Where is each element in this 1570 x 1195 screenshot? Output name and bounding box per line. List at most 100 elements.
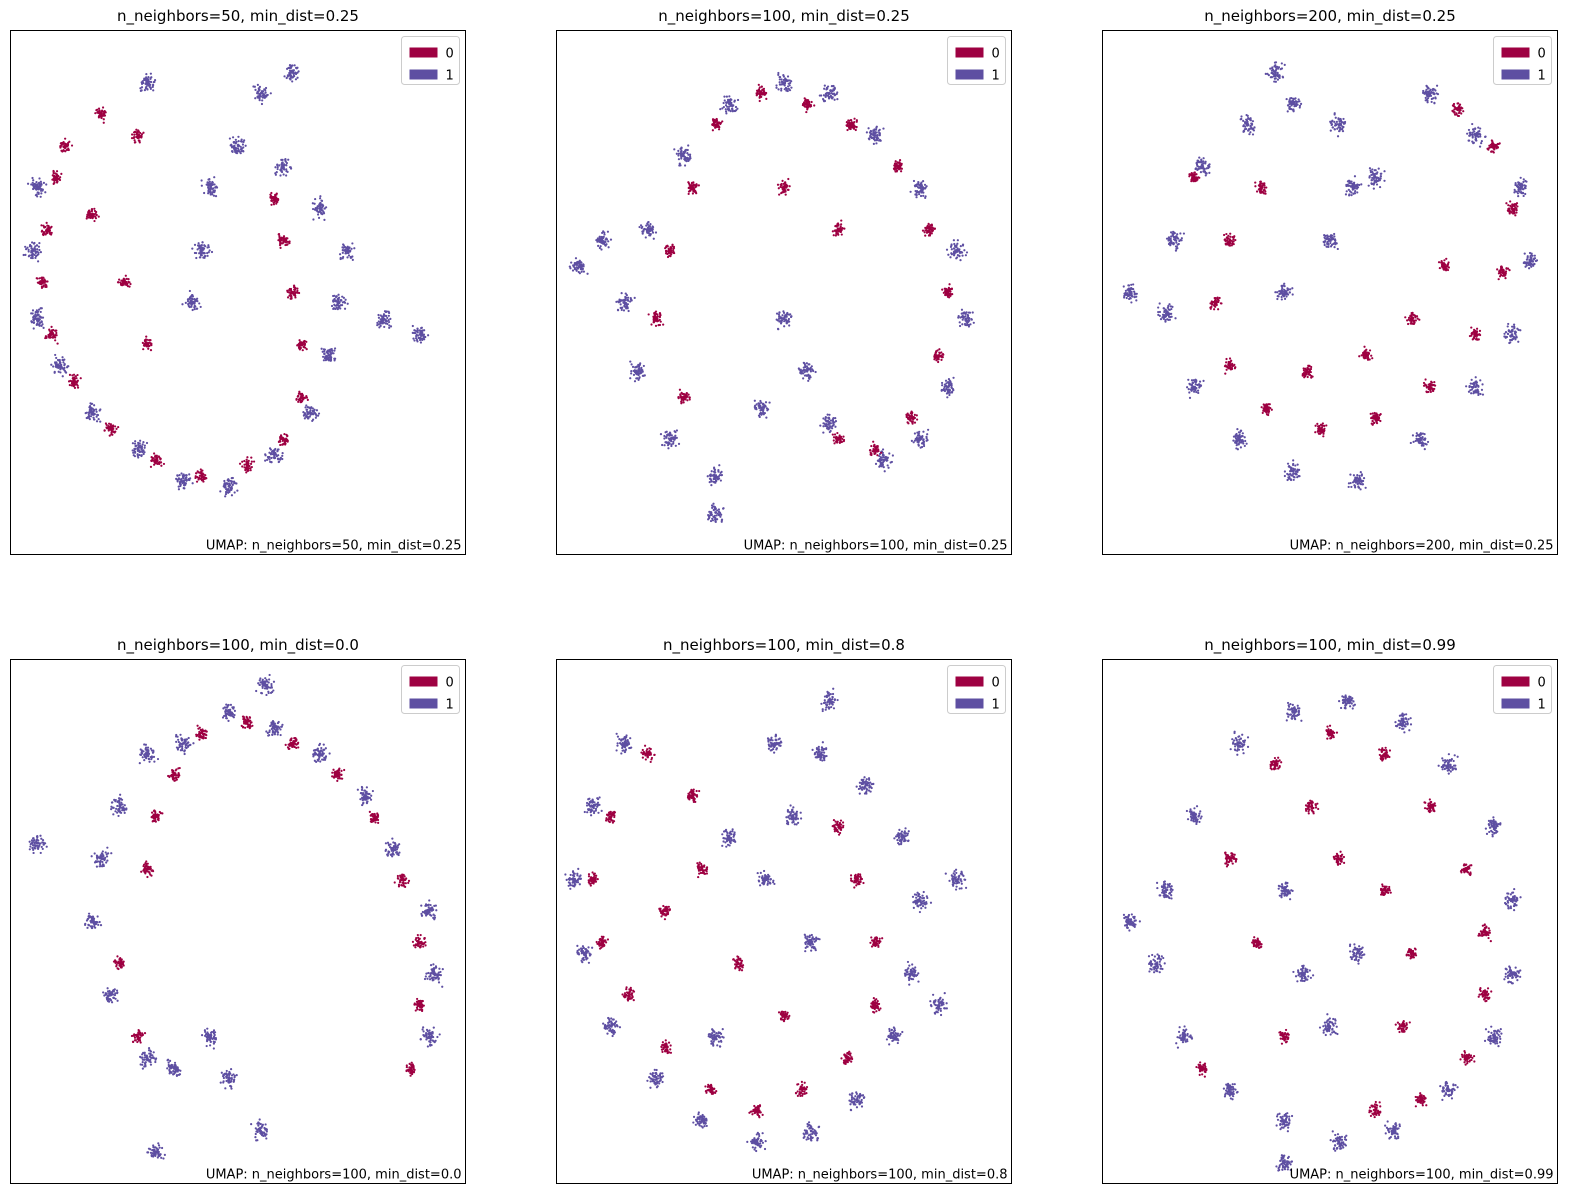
data-point: [320, 199, 323, 202]
data-point: [24, 245, 27, 248]
data-point: [385, 310, 388, 313]
data-point: [804, 369, 808, 372]
data-point: [655, 317, 658, 320]
data-point: [141, 443, 144, 446]
data-point: [927, 222, 930, 225]
data-point: [899, 166, 902, 169]
data-point: [954, 251, 957, 254]
series-1: [22, 63, 430, 498]
data-point: [711, 506, 714, 509]
data-point: [872, 448, 875, 451]
data-point: [278, 164, 281, 167]
data-point: [778, 81, 781, 84]
data-point: [835, 224, 838, 227]
data-point: [202, 256, 205, 259]
data-point: [876, 134, 879, 137]
legend: 01: [947, 36, 1006, 85]
data-point: [134, 444, 137, 448]
data-point: [950, 248, 953, 251]
data-point: [759, 409, 762, 412]
data-point: [963, 249, 966, 252]
data-point: [299, 401, 302, 404]
data-point: [241, 460, 244, 463]
data-point: [787, 87, 790, 90]
data-point: [629, 360, 632, 363]
data-point: [244, 144, 247, 147]
data-point: [193, 243, 197, 246]
data-point: [187, 302, 190, 305]
data-point: [277, 458, 280, 461]
data-point: [258, 85, 262, 88]
data-point: [1521, 184, 1524, 187]
data-point: [783, 181, 787, 184]
data-point: [160, 464, 163, 467]
data-point: [42, 326, 45, 329]
data-point: [951, 390, 954, 393]
data-point: [203, 255, 206, 258]
data-point: [668, 249, 671, 253]
data-point: [731, 107, 734, 110]
data-point: [270, 199, 274, 203]
data-point: [325, 206, 328, 209]
data-point: [630, 299, 633, 302]
data-point: [272, 456, 275, 459]
data-point: [316, 213, 320, 216]
data-point: [300, 399, 303, 402]
data-point: [940, 354, 943, 357]
data-point: [691, 192, 695, 195]
data-point: [93, 209, 97, 213]
data-point: [140, 448, 143, 451]
data-point: [787, 320, 790, 323]
data-point: [1532, 264, 1535, 267]
data-point: [311, 412, 314, 415]
data-point: [1474, 137, 1478, 140]
data-point: [757, 88, 761, 91]
data-point: [810, 365, 813, 368]
data-point: [56, 342, 59, 345]
data-point: [868, 138, 871, 141]
data-point: [677, 152, 681, 155]
data-point: [195, 256, 198, 260]
data-point: [909, 190, 912, 193]
data-point: [347, 251, 350, 254]
data-point: [836, 232, 839, 235]
data-point: [944, 379, 948, 382]
data-point: [272, 201, 275, 204]
data-point: [1296, 463, 1299, 466]
data-point: [323, 357, 327, 360]
data-point: [667, 251, 670, 255]
data-point: [313, 202, 316, 205]
data-point: [312, 218, 315, 221]
data-point: [1525, 264, 1528, 267]
data-point: [1514, 190, 1517, 193]
data-point: [906, 421, 909, 424]
data-point: [201, 469, 204, 472]
data-point: [281, 457, 284, 461]
data-point: [183, 487, 186, 490]
data-point: [1433, 92, 1436, 96]
data-point: [663, 434, 666, 438]
data-point: [307, 416, 310, 419]
data-point: [1236, 448, 1239, 451]
data-point: [1526, 255, 1529, 258]
data-point: [207, 244, 210, 247]
data-point: [762, 91, 765, 94]
data-point: [956, 242, 959, 245]
data-point: [131, 449, 134, 452]
data-point: [377, 316, 381, 319]
data-point: [133, 141, 136, 144]
data-point: [279, 440, 282, 443]
data-point: [145, 335, 148, 338]
data-point: [293, 64, 296, 67]
data-point: [28, 254, 31, 257]
data-point: [207, 186, 210, 189]
data-point: [89, 411, 93, 414]
data-point: [675, 429, 679, 432]
data-point: [91, 407, 94, 410]
data-point: [250, 460, 253, 463]
data-point: [917, 183, 921, 187]
data-point: [625, 307, 628, 310]
data-point: [964, 315, 967, 318]
data-point: [1474, 380, 1477, 383]
data-point: [1432, 87, 1435, 91]
